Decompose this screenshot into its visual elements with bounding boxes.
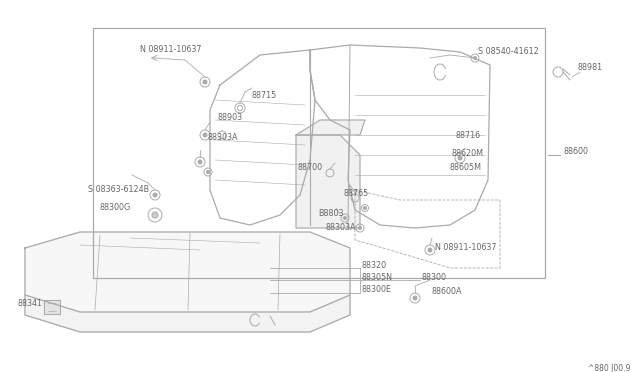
Text: S 08540-41612: S 08540-41612: [478, 48, 539, 57]
Text: B8803: B8803: [318, 208, 344, 218]
Circle shape: [413, 296, 417, 300]
Text: 88716: 88716: [455, 131, 480, 140]
Text: ^880 J00.9: ^880 J00.9: [588, 364, 630, 372]
Polygon shape: [25, 295, 350, 332]
Text: 88303A: 88303A: [325, 224, 355, 232]
Polygon shape: [296, 120, 365, 135]
Text: 88605M: 88605M: [450, 164, 482, 173]
Text: 88700: 88700: [298, 164, 323, 173]
Text: N 08911-10637: N 08911-10637: [435, 244, 497, 253]
Polygon shape: [44, 300, 60, 314]
Text: N 08911-10637: N 08911-10637: [140, 45, 202, 55]
Text: 88320: 88320: [362, 260, 387, 269]
Circle shape: [203, 80, 207, 84]
Text: 88600A: 88600A: [432, 288, 463, 296]
Circle shape: [358, 227, 362, 230]
Text: 88620M: 88620M: [452, 148, 484, 157]
Text: 88300G: 88300G: [100, 203, 131, 212]
Circle shape: [458, 156, 462, 160]
Text: 88981: 88981: [578, 64, 603, 73]
Text: 88300E: 88300E: [362, 285, 392, 295]
Circle shape: [474, 57, 477, 60]
Text: 88303A: 88303A: [207, 134, 237, 142]
Text: 88300: 88300: [422, 273, 447, 282]
Text: 88715: 88715: [252, 90, 277, 99]
Text: 88903: 88903: [218, 113, 243, 122]
Circle shape: [428, 248, 432, 252]
Text: S 08363-6124B: S 08363-6124B: [88, 186, 149, 195]
Circle shape: [344, 217, 346, 219]
Text: 88305N: 88305N: [362, 273, 393, 282]
Circle shape: [153, 193, 157, 197]
Polygon shape: [296, 135, 360, 228]
Circle shape: [198, 160, 202, 164]
Circle shape: [364, 206, 367, 209]
Text: 88600: 88600: [564, 148, 589, 157]
Text: 88341: 88341: [18, 299, 43, 308]
Circle shape: [203, 133, 207, 137]
Circle shape: [152, 212, 158, 218]
Bar: [93, 28, 545, 278]
Polygon shape: [25, 232, 350, 312]
Text: 88765: 88765: [343, 189, 368, 199]
Circle shape: [207, 170, 209, 173]
